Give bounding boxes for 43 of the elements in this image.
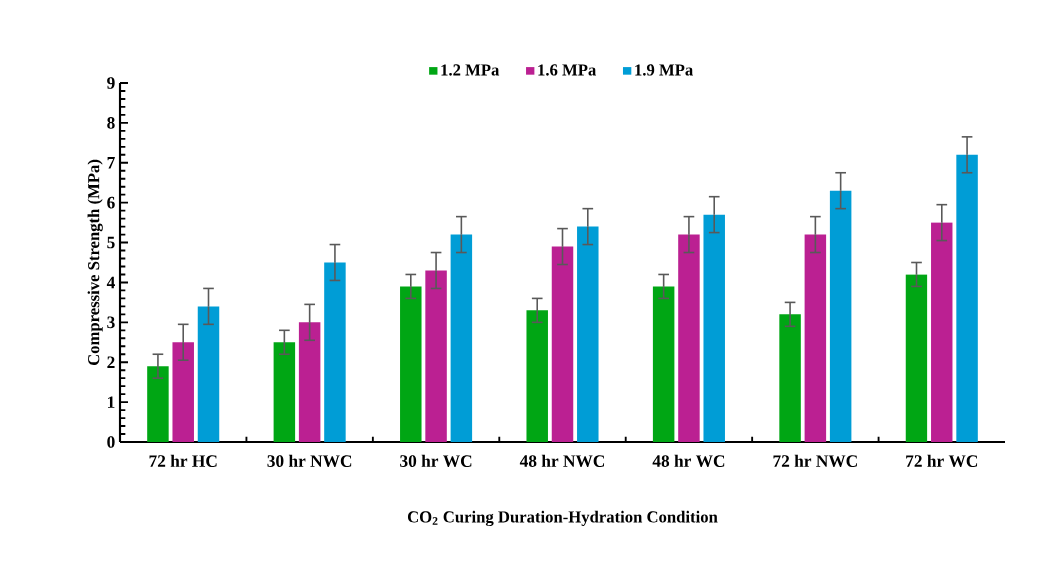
x-tick-label: 30 hr NWC [267,454,352,468]
x-tick-label: 72 hr NWC [773,454,857,468]
bar [298,322,321,442]
y-tick-label: 5 [107,236,115,249]
bar [779,314,801,442]
x-tick-label: 72 hr HC [149,454,217,467]
bar [956,154,978,442]
x-tick-label: 72 hr WC [906,454,978,468]
bar [703,214,725,442]
legend-label: 1.9 MPa [635,64,693,76]
bar [905,274,928,442]
bar [425,270,447,442]
y-tick-label: 6 [107,196,115,209]
legend-label: 1.6 MPa [538,64,597,76]
bar [551,246,574,442]
y-tick-label: 4 [106,276,115,289]
bar [273,342,296,442]
bar [147,366,169,442]
y-tick-label: 2 [107,356,115,368]
bar [324,262,346,442]
y-tick-label: 1 [108,396,115,408]
y-tick-label: 9 [107,77,115,89]
bar [678,234,700,442]
bar [197,306,220,442]
x-tick-label: 48 hr NWC [519,454,605,468]
x-axis-title: CO$_{2}$ Curing Duration-Hydration Condition [407,510,718,527]
y-tick-label: 0 [107,436,115,448]
bar [829,190,852,442]
y-tick-label: 3 [107,316,115,329]
bar [577,226,599,442]
bar [526,310,548,442]
bar [172,342,194,442]
x-tick-label: 30 hr WC [400,454,472,468]
bar [450,234,473,442]
y-tick-label: 7 [107,157,115,169]
y-tick-label: 8 [107,117,115,129]
y-axis-title: Compressive Strength (MPa) [87,159,103,366]
legend-label: 1.2 MPa [441,64,500,76]
bar [931,222,953,442]
bar [400,286,422,442]
bar [804,234,827,442]
x-tick-label: 48 hr WC [652,454,725,468]
bar [652,286,675,442]
